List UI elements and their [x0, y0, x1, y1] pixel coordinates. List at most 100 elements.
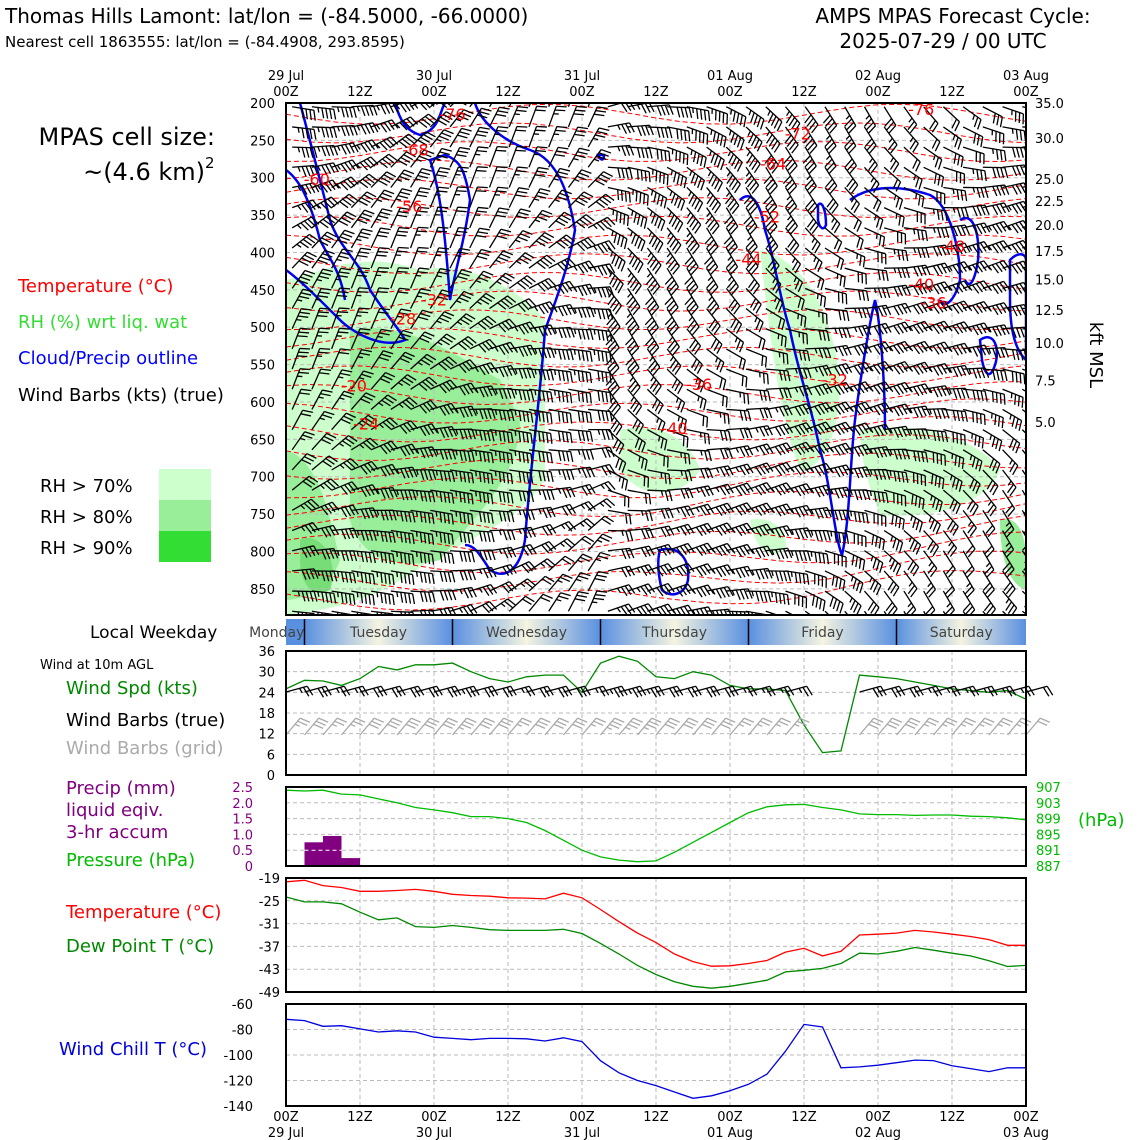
barb-feather [729, 282, 737, 292]
barb-feather [539, 259, 549, 267]
barb-feather [328, 213, 339, 221]
barb-feather [663, 198, 668, 209]
wind-barb [292, 182, 320, 195]
barb-feather [868, 158, 874, 163]
barb-feather [745, 198, 754, 208]
barb-feather [408, 103, 415, 111]
barb-feather [556, 86, 566, 87]
barb-feather [562, 236, 572, 245]
barb-feather [1004, 167, 1009, 178]
barb-feather [321, 127, 326, 138]
barb-feather [980, 136, 984, 148]
barb-feather [809, 205, 818, 215]
barb-feather [731, 180, 739, 191]
barb-feather [494, 450, 497, 457]
barb-feather [436, 210, 447, 213]
barb-feather [327, 198, 336, 207]
barb-feather [632, 281, 640, 292]
barb-feather [940, 245, 947, 256]
wind-barb [331, 142, 359, 155]
barb-feather [1003, 240, 1011, 250]
barb-feather [731, 156, 737, 167]
barb-feather [461, 112, 472, 118]
wind-barb [765, 126, 781, 153]
barb-feather [951, 118, 958, 129]
barb-feather [769, 185, 778, 195]
barb-feather [640, 147, 645, 159]
wind-barb [664, 267, 679, 296]
barb-feather [456, 210, 467, 213]
barb-feather [802, 155, 811, 164]
barb-feather [621, 124, 628, 134]
barb-feather [362, 228, 373, 232]
barb-feather [670, 286, 679, 296]
barb-feather [817, 261, 823, 273]
wind-barb [350, 267, 370, 289]
barb-feather [747, 235, 752, 241]
barb-feather [629, 254, 636, 265]
barb-feather [535, 129, 546, 132]
barb-feather [601, 287, 607, 298]
barb-feather [656, 149, 659, 160]
wind-barb [568, 237, 596, 252]
barb-feather [806, 182, 815, 191]
barb-feather [770, 115, 777, 126]
barb-feather [909, 137, 914, 143]
wind-barb [646, 247, 662, 275]
barb-feather [457, 134, 468, 139]
barb-feather [859, 255, 862, 266]
barb-staff [647, 489, 670, 492]
barb-feather [1014, 394, 1017, 405]
wind-barb [962, 166, 987, 182]
barb-feather [634, 260, 641, 271]
barb-feather [826, 198, 834, 208]
barb-feather [766, 158, 775, 168]
barb-feather [326, 231, 337, 238]
wind-barb [824, 166, 838, 195]
barb-feather [723, 137, 727, 148]
barb-feather [597, 287, 603, 298]
barb-feather [324, 249, 335, 255]
barb-feather [378, 215, 389, 219]
barb-feather [561, 189, 572, 195]
barb-feather [649, 303, 658, 312]
barb-feather [380, 176, 391, 184]
barb-feather [359, 267, 370, 270]
barb-feather [644, 103, 651, 113]
barb-feather [301, 108, 305, 119]
barb-feather [727, 242, 736, 252]
wind-barb [410, 113, 438, 129]
barb-feather [769, 206, 778, 215]
wind-barb [863, 106, 877, 134]
wind-barb [645, 267, 661, 295]
barb-feather [296, 224, 302, 229]
barb-feather [617, 189, 620, 201]
barb-feather [333, 127, 338, 138]
barb-feather [750, 265, 759, 275]
isotherm [286, 381, 1026, 406]
barb-feather [879, 219, 884, 230]
wind-barb [429, 268, 451, 289]
barb-feather [499, 106, 510, 110]
barb-feather [605, 193, 615, 201]
barb-feather [558, 217, 569, 224]
barb-feather [534, 389, 537, 396]
wind-barb [883, 146, 900, 173]
barb-feather [611, 277, 619, 288]
wind-barb [962, 106, 982, 130]
barb-feather [495, 149, 507, 152]
barb-feather [689, 218, 697, 228]
barb-feather [657, 243, 664, 253]
barb-feather [377, 179, 388, 186]
barb-feather [593, 158, 600, 162]
barb-feather [363, 160, 372, 169]
barb-feather [806, 117, 814, 127]
barb-feather [805, 198, 814, 208]
barb-feather [522, 230, 533, 236]
wind-barb [528, 125, 547, 148]
barb-feather [574, 109, 586, 112]
barb-feather [386, 171, 397, 178]
barb-feather [436, 275, 442, 278]
wind-barb [567, 191, 594, 209]
barb-feather [767, 235, 772, 241]
